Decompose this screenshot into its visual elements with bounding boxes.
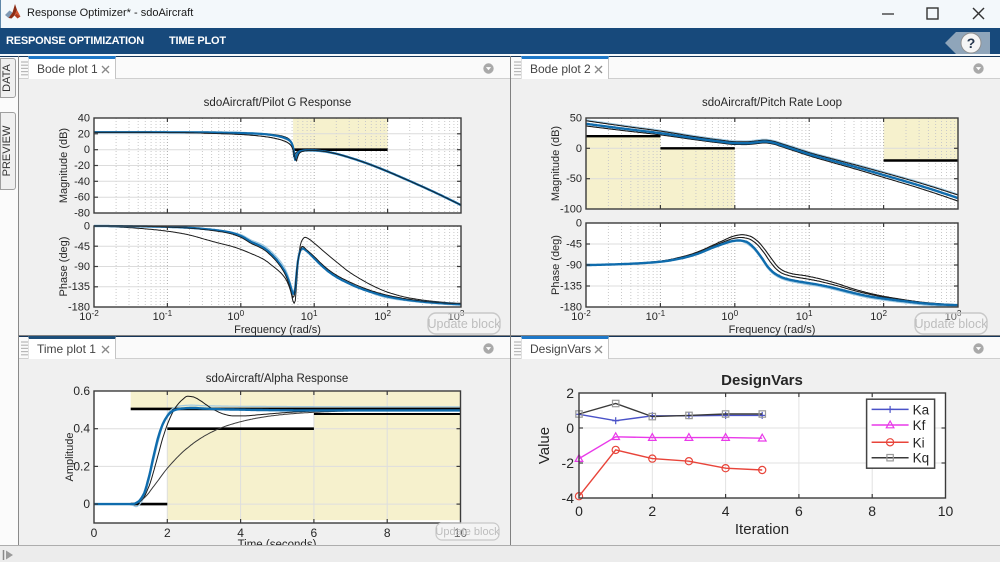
svg-text:8: 8 <box>384 526 391 540</box>
svg-text:DesignVars: DesignVars <box>721 372 803 389</box>
svg-text:0: 0 <box>576 218 582 230</box>
svg-text:0: 0 <box>576 143 582 155</box>
svg-text:-90: -90 <box>74 261 90 273</box>
svg-text:102: 102 <box>870 309 887 323</box>
svg-text:Iteration: Iteration <box>735 521 789 538</box>
svg-text:-4: -4 <box>562 490 575 506</box>
svg-text:10-2: 10-2 <box>571 309 591 323</box>
svg-text:-40: -40 <box>74 176 90 188</box>
svg-text:?: ? <box>967 35 976 51</box>
svg-text:4: 4 <box>237 526 244 540</box>
svg-text:40: 40 <box>78 113 90 125</box>
svg-text:-100: -100 <box>560 204 582 216</box>
svg-text:0: 0 <box>575 503 583 519</box>
svg-text:-45: -45 <box>566 239 582 251</box>
svg-text:Phase (deg): Phase (deg) <box>58 237 70 297</box>
svg-text:100: 100 <box>721 309 738 323</box>
svg-text:-2: -2 <box>562 455 575 471</box>
svg-text:Amplitude: Amplitude <box>64 433 76 482</box>
svg-text:Phase (deg): Phase (deg) <box>550 235 562 295</box>
svg-text:Magnitude (dB): Magnitude (dB) <box>58 128 70 203</box>
svg-text:-135: -135 <box>560 281 582 293</box>
svg-text:-180: -180 <box>68 302 90 314</box>
svg-text:Frequency (rad/s): Frequency (rad/s) <box>729 324 816 336</box>
svg-text:-45: -45 <box>74 241 90 253</box>
svg-text:Kq: Kq <box>913 451 930 466</box>
svg-text:0: 0 <box>84 221 90 233</box>
svg-text:8: 8 <box>868 503 876 519</box>
svg-text:-135: -135 <box>68 281 90 293</box>
svg-text:Update block: Update block <box>428 317 502 331</box>
svg-text:10: 10 <box>454 526 468 540</box>
svg-text:2: 2 <box>566 385 574 401</box>
svg-text:Magnitude (dB): Magnitude (dB) <box>550 126 562 201</box>
svg-text:sdoAircraft/Alpha Response: sdoAircraft/Alpha Response <box>206 373 349 385</box>
svg-text:-20: -20 <box>74 160 90 172</box>
svg-text:0.4: 0.4 <box>73 422 90 436</box>
svg-text:Value: Value <box>536 427 553 464</box>
svg-text:100: 100 <box>227 309 244 323</box>
svg-text:10: 10 <box>938 503 954 519</box>
svg-text:-50: -50 <box>566 173 582 185</box>
svg-text:Ka: Ka <box>913 402 930 417</box>
svg-text:102: 102 <box>374 309 391 323</box>
svg-text:-180: -180 <box>560 302 582 314</box>
svg-text:Update block: Update block <box>915 317 989 331</box>
svg-text:-60: -60 <box>74 192 90 204</box>
svg-text:2: 2 <box>164 526 171 540</box>
svg-text:-80: -80 <box>74 208 90 220</box>
svg-text:0.2: 0.2 <box>73 459 90 473</box>
svg-text:101: 101 <box>796 309 813 323</box>
svg-text:0: 0 <box>84 144 90 156</box>
svg-text:4: 4 <box>722 503 730 519</box>
svg-text:Update block: Update block <box>435 526 500 538</box>
svg-text:0: 0 <box>91 526 98 540</box>
svg-text:0: 0 <box>566 420 574 436</box>
svg-text:50: 50 <box>570 113 582 125</box>
svg-text:10-1: 10-1 <box>153 309 173 323</box>
svg-text:0: 0 <box>83 497 90 511</box>
svg-text:Ki: Ki <box>913 435 925 450</box>
svg-text:10-2: 10-2 <box>79 309 99 323</box>
svg-text:Frequency (rad/s): Frequency (rad/s) <box>234 324 321 336</box>
svg-text:Time (seconds): Time (seconds) <box>238 539 317 545</box>
svg-text:20: 20 <box>78 128 90 140</box>
svg-text:6: 6 <box>311 526 318 540</box>
svg-text:101: 101 <box>301 309 318 323</box>
svg-text:-90: -90 <box>566 260 582 272</box>
svg-text:10-1: 10-1 <box>646 309 666 323</box>
svg-text:0.6: 0.6 <box>73 384 90 398</box>
svg-text:Kf: Kf <box>913 418 926 433</box>
svg-text:sdoAircraft/Pilot G Response: sdoAircraft/Pilot G Response <box>204 97 352 109</box>
svg-text:2: 2 <box>648 503 656 519</box>
svg-text:6: 6 <box>795 503 803 519</box>
svg-text:sdoAircraft/Pitch Rate Loop: sdoAircraft/Pitch Rate Loop <box>702 97 842 109</box>
